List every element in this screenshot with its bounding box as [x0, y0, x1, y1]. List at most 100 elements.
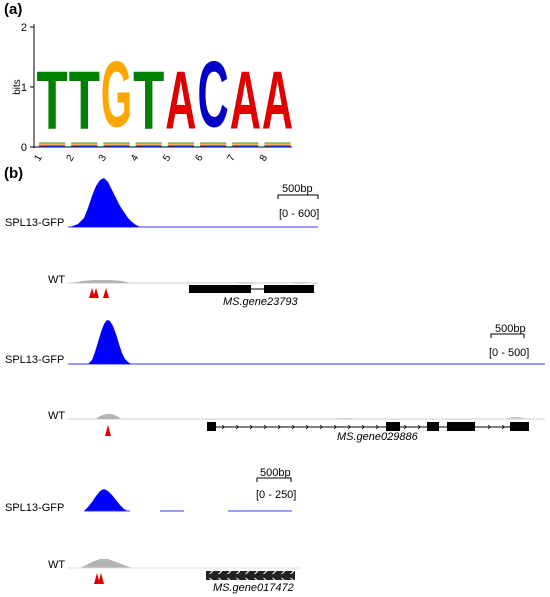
logo-minor-letter [167, 143, 194, 145]
chip-peak [88, 320, 131, 364]
strand-arrow [501, 424, 506, 430]
wt-signal [230, 282, 312, 283]
logo-letter: A [230, 55, 261, 148]
gene-exon [447, 422, 475, 431]
range-label: [0 - 250] [256, 489, 297, 501]
logo-minor-letter [232, 142, 259, 144]
logo-minor-letter [135, 146, 162, 148]
logo-minor-letter [200, 142, 227, 144]
gene-exon [264, 285, 314, 293]
logo-minor-letter [167, 142, 194, 144]
strand-arrow [235, 424, 240, 430]
motif-marker [98, 573, 104, 584]
wt-signal [330, 417, 527, 419]
motif-marker [89, 288, 95, 298]
logo-minor-letter [135, 143, 162, 145]
logo-minor-letter [167, 146, 194, 148]
logo-minor-letter [135, 144, 162, 146]
motif-marker [93, 288, 99, 298]
logo-letter: T [37, 54, 68, 147]
logo-minor-letter [135, 142, 162, 144]
logo-minor-letter [71, 142, 98, 144]
logo-xtick-label: 7 [226, 153, 239, 164]
gene-name: MS.gene029886 [337, 431, 418, 443]
wt-track-label: WT [48, 410, 66, 422]
strand-arrow [403, 424, 408, 430]
logo-minor-letter [264, 142, 291, 144]
logo-minor-letter [103, 143, 130, 145]
strand-arrow [487, 424, 492, 430]
wt-track-label: WT [48, 559, 66, 571]
scale-bar-label: 500bp [260, 467, 291, 479]
strand-arrow [221, 424, 226, 430]
logo-letter: C [197, 43, 228, 147]
panel-b-label: (b) [4, 165, 24, 182]
logo-minor-letter [71, 143, 98, 145]
strand-arrow [291, 424, 296, 430]
gene-name: MS.gene23793 [223, 296, 298, 308]
scale-bar [256, 477, 292, 482]
logo-ytick-label: 1 [21, 82, 27, 94]
logo-minor-letter [103, 144, 130, 146]
range-label: [0 - 500] [489, 347, 530, 359]
logo-letter: T [69, 54, 100, 147]
motif-marker [94, 573, 100, 584]
wt-signal [72, 280, 130, 283]
strand-arrow [333, 424, 338, 430]
wt-signal [80, 559, 132, 568]
logo-minor-letter [264, 143, 291, 145]
logo-xtick-label: 6 [193, 153, 206, 164]
logo-minor-letter [167, 144, 194, 146]
logo-xtick-label: 5 [161, 153, 174, 164]
strand-arrow [319, 424, 324, 430]
logo-letter: T [133, 54, 164, 147]
strand-arrow [263, 424, 268, 430]
gene-exon [386, 422, 400, 431]
logo-minor-letter [264, 146, 291, 148]
panel-a-label: (a) [4, 1, 23, 18]
strand-arrow [361, 424, 366, 430]
strand-arrow [417, 424, 422, 430]
gene-exon [427, 422, 439, 431]
gene-exon [189, 285, 251, 293]
gene-exon [207, 422, 216, 431]
motif-marker [103, 288, 109, 298]
logo-letter: A [262, 55, 293, 148]
logo-xtick-label: 4 [129, 153, 142, 164]
logo-xtick-label: 2 [65, 153, 78, 164]
logo-ytick-label: 0 [21, 142, 27, 154]
logo-minor-letter [200, 143, 227, 145]
logo-minor-letter [71, 144, 98, 146]
logo-minor-letter [200, 144, 227, 146]
chip-track-label: SPL13-GFP [5, 217, 65, 229]
logo-ylabel: bits [12, 79, 23, 95]
logo-ytick-label: 2 [21, 22, 27, 34]
logo-minor-letter [103, 142, 130, 144]
logo-xtick-label: 1 [32, 153, 45, 164]
logo-minor-letter [39, 143, 66, 145]
logo-minor-letter [39, 144, 66, 146]
logo-minor-letter [264, 144, 291, 146]
strand-arrow [277, 424, 282, 430]
range-label: [0 - 600] [279, 208, 320, 220]
chip-track-label: SPL13-GFP [5, 354, 65, 366]
chip-track-label: SPL13-GFP [5, 502, 65, 514]
logo-xtick-label: 3 [97, 153, 110, 164]
logo-letter: A [165, 55, 196, 148]
gene-name: MS.gene017472 [213, 582, 294, 594]
scale-bar-label: 500bp [495, 323, 526, 335]
motif-marker [105, 425, 111, 436]
logo-minor-letter [232, 144, 259, 146]
wt-track-label: WT [48, 274, 66, 286]
logo-minor-letter [232, 146, 259, 148]
gene-strand-arrows [206, 571, 295, 580]
logo-minor-letter [200, 146, 227, 148]
strand-arrow [305, 424, 310, 430]
logo-minor-letter [103, 146, 130, 148]
logo-minor-letter [232, 143, 259, 145]
chip-peak [70, 178, 140, 227]
logo-letter: G [101, 43, 132, 147]
wt-signal [96, 414, 121, 419]
